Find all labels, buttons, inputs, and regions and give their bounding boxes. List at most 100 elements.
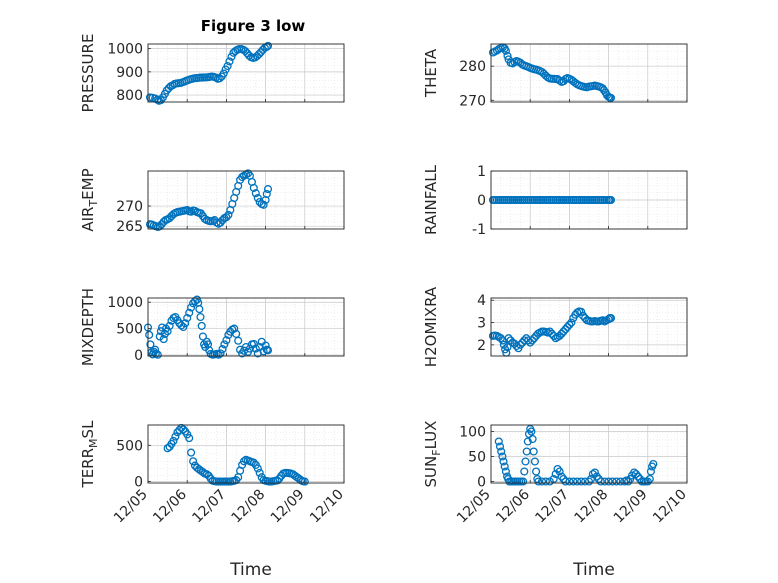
data-point: [300, 477, 309, 486]
y-tick-label: 900: [116, 65, 143, 81]
data-point: [153, 350, 162, 359]
y-tick-label: 0: [477, 475, 486, 491]
data-point: [530, 334, 539, 343]
data-point: [567, 318, 576, 327]
data-point: [553, 464, 562, 474]
data-point: [234, 336, 243, 345]
y-axis-label: THETA: [422, 48, 440, 98]
data-point: [596, 477, 605, 486]
data-point: [504, 334, 513, 343]
data-point: [159, 335, 168, 344]
data-point: [223, 61, 232, 71]
data-point: [189, 457, 198, 466]
data-point: [565, 477, 574, 486]
data-point: [230, 324, 239, 333]
y-axis-label-rest: SL: [79, 420, 97, 439]
y-tick-label: -1: [472, 222, 486, 238]
data-point: [263, 346, 273, 355]
data-point: [263, 185, 273, 194]
y-tick-label: 4: [477, 293, 486, 309]
data-point: [501, 467, 510, 476]
y-axis-label: PRESSURE: [79, 34, 97, 113]
figure-title: Figure 3 low: [201, 17, 306, 35]
data-point: [501, 46, 510, 55]
data-point: [203, 340, 213, 349]
data-point: [527, 427, 536, 436]
data-point: [224, 210, 233, 219]
data-point: [158, 323, 167, 332]
data-point: [196, 312, 205, 322]
data-point: [263, 41, 273, 50]
data-point: [249, 458, 258, 467]
y-tick-label: 800: [116, 88, 143, 104]
data-point: [608, 477, 617, 486]
data-point: [606, 314, 616, 323]
data-point: [555, 76, 564, 85]
y-axis-label: AIRTEMP: [79, 168, 100, 231]
data-point: [590, 468, 599, 477]
y-tick-label: 0: [134, 348, 143, 364]
data-point: [561, 477, 570, 486]
data-point: [183, 313, 192, 323]
data-point: [600, 477, 609, 486]
data-point: [216, 218, 225, 227]
data-point: [521, 457, 530, 466]
data-point: [179, 425, 188, 434]
data-point: [177, 321, 186, 330]
axes-frame: [147, 43, 345, 103]
y-tick-label: 500: [116, 438, 143, 454]
data-point: [529, 447, 538, 456]
axes-frame: [490, 424, 688, 484]
data-point: [273, 476, 282, 485]
y-axis-label: H2OMIXRA: [422, 286, 440, 367]
y-axis-label-main: SUN: [422, 456, 440, 488]
data-point: [624, 477, 633, 486]
data-point: [577, 307, 586, 316]
data-point: [494, 437, 503, 446]
data-point: [569, 477, 578, 486]
data-point: [557, 329, 566, 338]
y-axis-label-main: AIR: [79, 207, 97, 232]
data-point: [498, 452, 507, 461]
data-point: [239, 457, 249, 466]
data-point: [584, 477, 594, 486]
data-point: [500, 462, 509, 471]
y-axis-label: RAINFALL: [422, 164, 440, 235]
y-axis-label-rest: LUX: [422, 421, 440, 450]
y-tick-label: 0: [134, 475, 143, 491]
x-axis-label-left: Time: [229, 560, 272, 580]
y-tick-label: 270: [459, 93, 486, 109]
data-point: [219, 69, 228, 78]
x-axis-label-right: Time: [572, 560, 615, 580]
data-point: [187, 303, 196, 312]
data-point: [497, 447, 506, 456]
data-point: [262, 42, 271, 51]
subplot-6: 2 3 4 H2OMIXRA: [422, 286, 688, 367]
data-point: [616, 477, 625, 486]
data-point: [185, 308, 194, 317]
y-tick-label: 50: [468, 450, 486, 466]
data-point: [551, 334, 560, 343]
data-point: [530, 457, 539, 466]
data-point: [565, 320, 574, 329]
data-point: [606, 93, 616, 102]
axes-frame: [147, 424, 345, 484]
data-point: [249, 183, 258, 192]
data-point: [573, 477, 582, 486]
axes-frame: [147, 297, 345, 357]
data-point: [165, 321, 174, 330]
y-tick-label: 270: [116, 199, 143, 215]
data-point: [645, 474, 654, 484]
data-point: [145, 330, 154, 339]
y-axis-label-rest: EMP: [79, 168, 97, 199]
data-point: [503, 51, 512, 60]
data-point: [225, 57, 234, 66]
subplot-4: -1 0 1 RAINFALL: [422, 164, 688, 238]
data-point: [261, 341, 270, 350]
data-point: [532, 467, 541, 476]
data-point: [528, 434, 537, 444]
y-tick-label: 265: [116, 219, 143, 235]
